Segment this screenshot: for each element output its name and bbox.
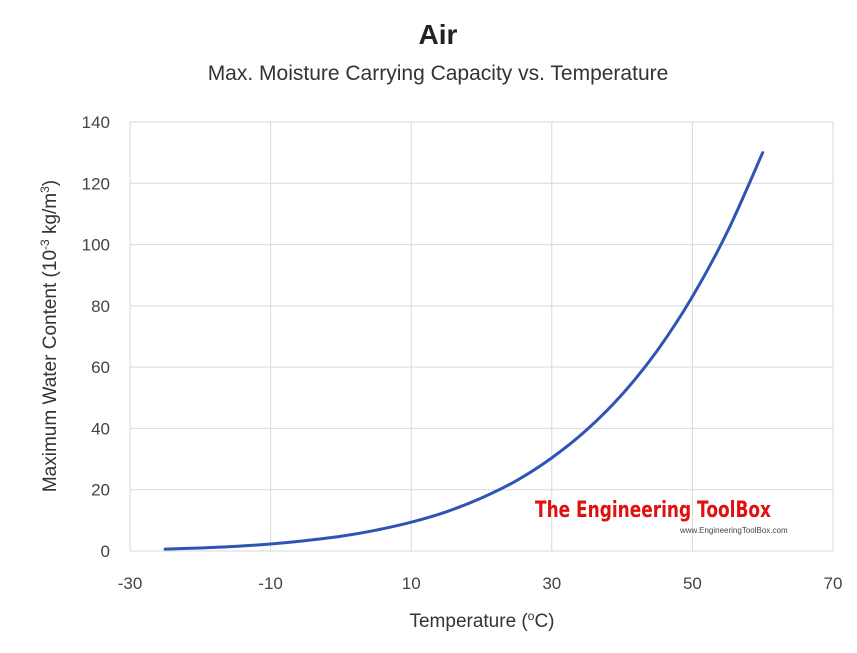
- y-tick-label: 40: [91, 419, 110, 438]
- y-axis-label: Maximum Water Content (10-3 kg/m3): [38, 180, 61, 492]
- plot-border: [129, 121, 834, 552]
- x-axis-label-pre: Temperature (: [409, 611, 528, 632]
- watermark-url: www.EngineeringToolBox.com: [679, 526, 788, 535]
- y-axis-label-mid: kg/m: [40, 193, 61, 239]
- watermark-title: The Engineering ToolBox: [535, 498, 771, 523]
- y-tick-label: 60: [91, 358, 110, 377]
- y-axis-label-pre: Maximum Water Content (10: [40, 250, 61, 492]
- y-tick-label: 100: [82, 236, 110, 255]
- y-tick-label: 120: [82, 174, 110, 193]
- x-tick-label: 50: [683, 574, 702, 593]
- x-tick-label: 10: [402, 574, 421, 593]
- x-axis-label: Temperature (oC): [409, 609, 554, 632]
- y-tick-label: 20: [91, 481, 110, 500]
- x-tick-label: 30: [542, 574, 561, 593]
- x-axis-label-sup: o: [528, 609, 535, 623]
- chart-title: Air: [419, 19, 458, 50]
- y-tick-label: 0: [101, 542, 110, 561]
- y-tick-label: 80: [91, 297, 110, 316]
- chart-subtitle: Max. Moisture Carrying Capacity vs. Temp…: [208, 62, 669, 85]
- y-tick-labels: 0 20 40 60 80 100 120 140: [82, 113, 110, 561]
- grid: [129, 121, 834, 552]
- y-axis-label-sup1: -3: [38, 239, 52, 250]
- y-tick-label: 140: [82, 113, 110, 132]
- x-tick-labels: -30 -10 10 30 50 70: [118, 574, 843, 593]
- x-tick-label: 70: [824, 574, 843, 593]
- watermark: The Engineering ToolBox www.EngineeringT…: [535, 498, 788, 535]
- y-axis-label-post: ): [40, 180, 61, 186]
- series-layer: [163, 151, 765, 551]
- x-axis-label-post: C): [534, 611, 554, 632]
- y-axis-label-sup2: 3: [38, 186, 52, 193]
- x-tick-label: -30: [118, 574, 143, 593]
- x-tick-label: -10: [258, 574, 283, 593]
- plot-area: -30 -10 10 30 50 70 0 20 40 60 80 100 120 140: [82, 113, 843, 593]
- series-line: [163, 151, 765, 551]
